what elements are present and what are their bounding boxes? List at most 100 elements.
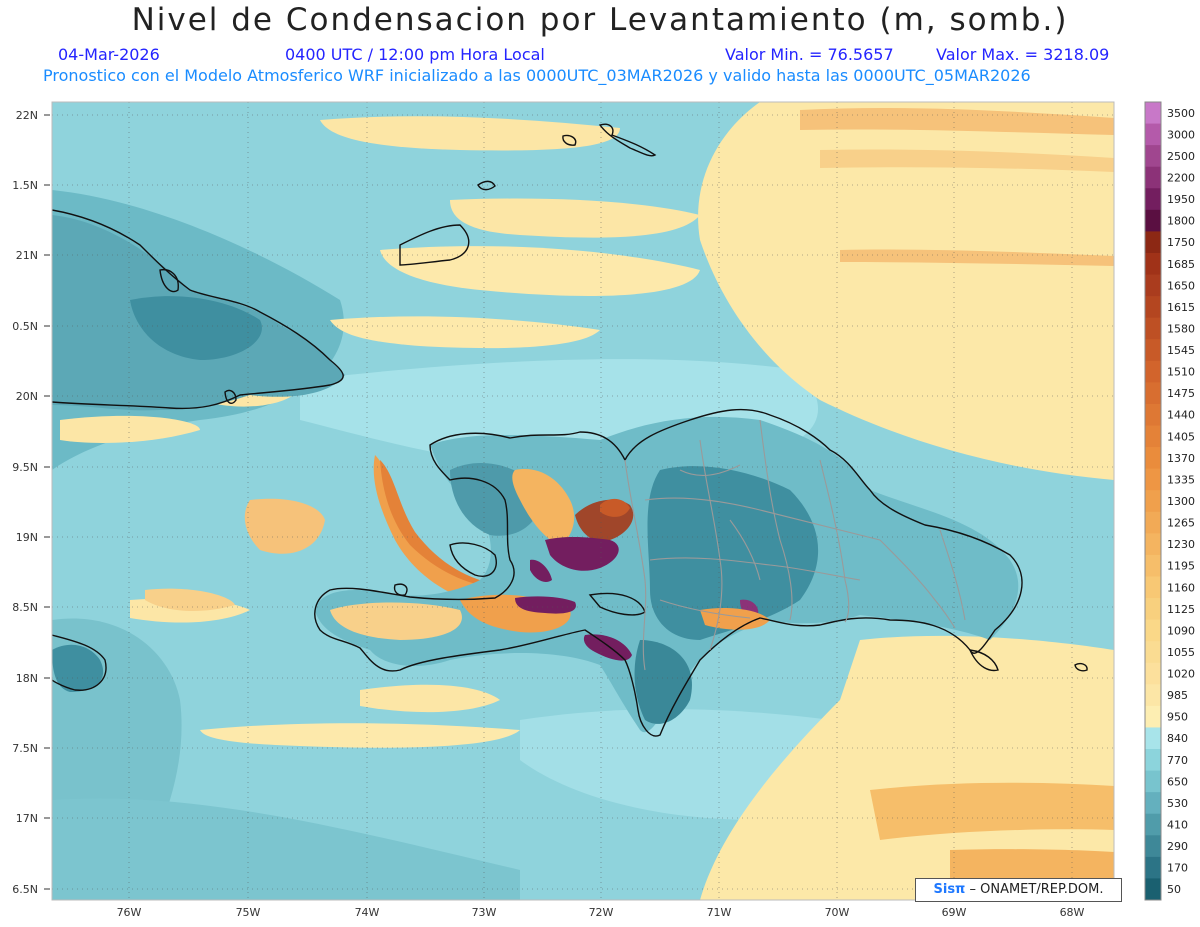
colorbar-label: 3000 [1167,128,1195,141]
value-min: Valor Min. = 76.5657 [725,45,894,64]
colorbar-swatch [1145,188,1161,211]
colorbar-swatch [1145,835,1161,858]
lon-label: 70W [825,906,850,919]
colorbar-label: 1440 [1167,409,1195,422]
colorbar-label: 770 [1167,754,1188,767]
colorbar-label: 1195 [1167,560,1195,573]
colorbar-swatch [1145,813,1161,836]
colorbar-swatch [1145,727,1161,750]
lcl-field [52,102,1114,900]
credit-box: Sisπ – ONAMET/REP.DOM. [915,878,1122,902]
colorbar-swatch [1145,554,1161,577]
colorbar-swatch [1145,619,1161,642]
colorbar-label: 1055 [1167,646,1195,659]
colorbar-label: 1650 [1167,279,1195,292]
lon-labels: 76W 75W 74W 73W 72W 71W 70W 69W 68W [117,906,1085,919]
province-borders [624,419,966,671]
colorbar-label: 1160 [1167,581,1195,594]
lat-labels: 22N 1.5N 21N 0.5N 20N 9.5N 19N 8.5N 18N … [12,109,38,896]
lon-label: 74W [355,906,380,919]
colorbar-swatch [1145,339,1161,362]
colorbar-label: 3500 [1167,107,1195,120]
map-title: Nivel de Condensacion por Levantamiento … [131,2,1069,38]
colorbar-label: 1475 [1167,387,1195,400]
colorbar-swatch [1145,252,1161,276]
colorbar-label: 1230 [1167,538,1195,551]
colorbar-label: 1335 [1167,473,1195,486]
colorbar-swatch [1145,166,1161,189]
colorbar-swatch [1145,856,1161,879]
colorbar-swatch [1145,533,1161,556]
colorbar-swatch [1145,425,1161,448]
colorbar-swatch [1145,792,1161,815]
colorbar-label: 1750 [1167,236,1195,249]
colorbar-swatch [1145,296,1161,319]
colorbar-swatch [1145,749,1161,772]
colorbar-swatch [1145,598,1161,621]
lat-label: 18N [16,672,38,685]
colorbar-swatch [1145,231,1161,254]
lon-label: 76W [117,906,142,919]
colorbar-swatch [1145,382,1161,405]
lat-label: 20N [16,390,38,403]
colorbar-label: 50 [1167,883,1181,896]
colorbar-swatch [1145,360,1161,383]
lat-label: 7.5N [12,742,38,755]
colorbar-label: 1125 [1167,603,1195,616]
colorbar: 3500 3000 2500 2200 1950 1800 1750 1685 1650 1615… [1144,101,1195,901]
lon-label: 72W [589,906,614,919]
colorbar-swatch [1145,705,1161,728]
colorbar-label: 530 [1167,797,1188,810]
colorbar-label: 950 [1167,711,1188,724]
colorbar-label: 290 [1167,840,1188,853]
colorbar-swatch [1145,447,1161,470]
colorbar-swatch [1145,209,1161,232]
colorbar-swatch [1145,274,1161,297]
colorbar-swatch [1145,490,1161,513]
colorbar-label: 1405 [1167,430,1195,443]
colorbar-label: 1685 [1167,258,1195,271]
lon-label: 73W [472,906,497,919]
colorbar-label: 1950 [1167,193,1195,206]
colorbar-swatch [1145,102,1161,125]
forecast-time: 0400 UTC / 12:00 pm Hora Local [285,45,545,64]
colorbar-swatch [1145,145,1161,168]
colorbar-label: 840 [1167,732,1188,745]
lat-label: 22N [16,109,38,122]
colorbar-label: 1800 [1167,215,1195,228]
lon-label: 75W [236,906,261,919]
lat-label: 1.5N [12,179,38,192]
colorbar-swatch [1145,770,1161,793]
colorbar-label: 1545 [1167,344,1195,357]
lon-label: 68W [1060,906,1085,919]
value-max: Valor Max. = 3218.09 [936,45,1110,64]
model-info: Pronostico con el Modelo Atmosferico WRF… [43,66,1031,85]
colorbar-frame [1144,101,1162,901]
colorbar-swatch [1145,511,1161,534]
colorbar-label: 1020 [1167,668,1195,681]
colorbar-swatch [1145,403,1161,427]
colorbar-label: 985 [1167,689,1188,702]
credit-text: – ONAMET/REP.DOM. [965,882,1104,897]
forecast-date: 04-Mar-2026 [58,45,160,64]
colorbar-label: 410 [1167,819,1188,832]
colorbar-label: 170 [1167,862,1188,875]
colorbar-label: 1265 [1167,517,1195,530]
lat-label: 19N [16,531,38,544]
coastlines [52,123,1088,737]
colorbar-label: 1510 [1167,366,1195,379]
lat-label: 8.5N [12,601,38,614]
colorbar-swatch [1145,317,1161,340]
lat-label: 9.5N [12,461,38,474]
colorbar-swatch [1145,123,1161,146]
colorbar-label: 2500 [1167,150,1195,163]
colorbar-label: 1370 [1167,452,1195,465]
lat-label: 0.5N [12,320,38,333]
lat-label: 21N [16,249,38,262]
colorbar-label: 2200 [1167,171,1195,184]
sistpi-logo-icon: Sisπ [933,882,966,897]
lat-label: 17N [16,812,38,825]
colorbar-swatch [1145,662,1161,685]
colorbar-swatch [1145,468,1161,491]
